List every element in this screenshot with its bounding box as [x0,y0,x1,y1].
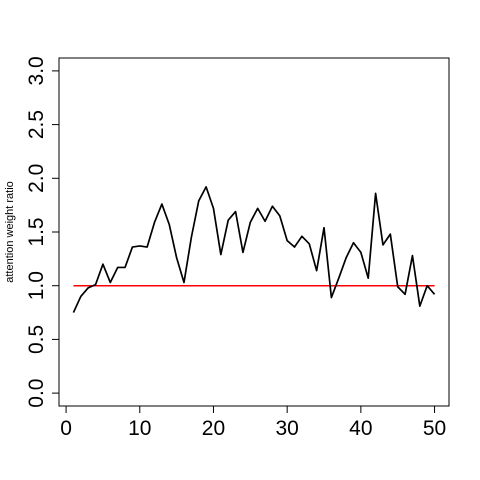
y-tick-label: 3.0 [25,56,48,85]
y-tick-label: 1.5 [25,217,48,246]
y-tick-label: 2.5 [25,110,48,139]
y-tick-label: 0.0 [25,379,48,408]
x-tick-label: 30 [275,417,298,440]
y-axis-label: attention weight ratio [4,181,16,283]
plot-box [58,57,450,407]
y-tick-label: 2.0 [25,164,48,193]
y-tick-label: 1.0 [25,271,48,300]
x-tick-label: 50 [423,417,446,440]
x-tick-label: 0 [60,417,72,440]
x-tick-label: 40 [349,417,372,440]
x-tick-label: 20 [202,417,225,440]
y-tick-label: 0.5 [25,325,48,354]
x-tick-label: 10 [128,417,151,440]
data-line [72,186,436,313]
